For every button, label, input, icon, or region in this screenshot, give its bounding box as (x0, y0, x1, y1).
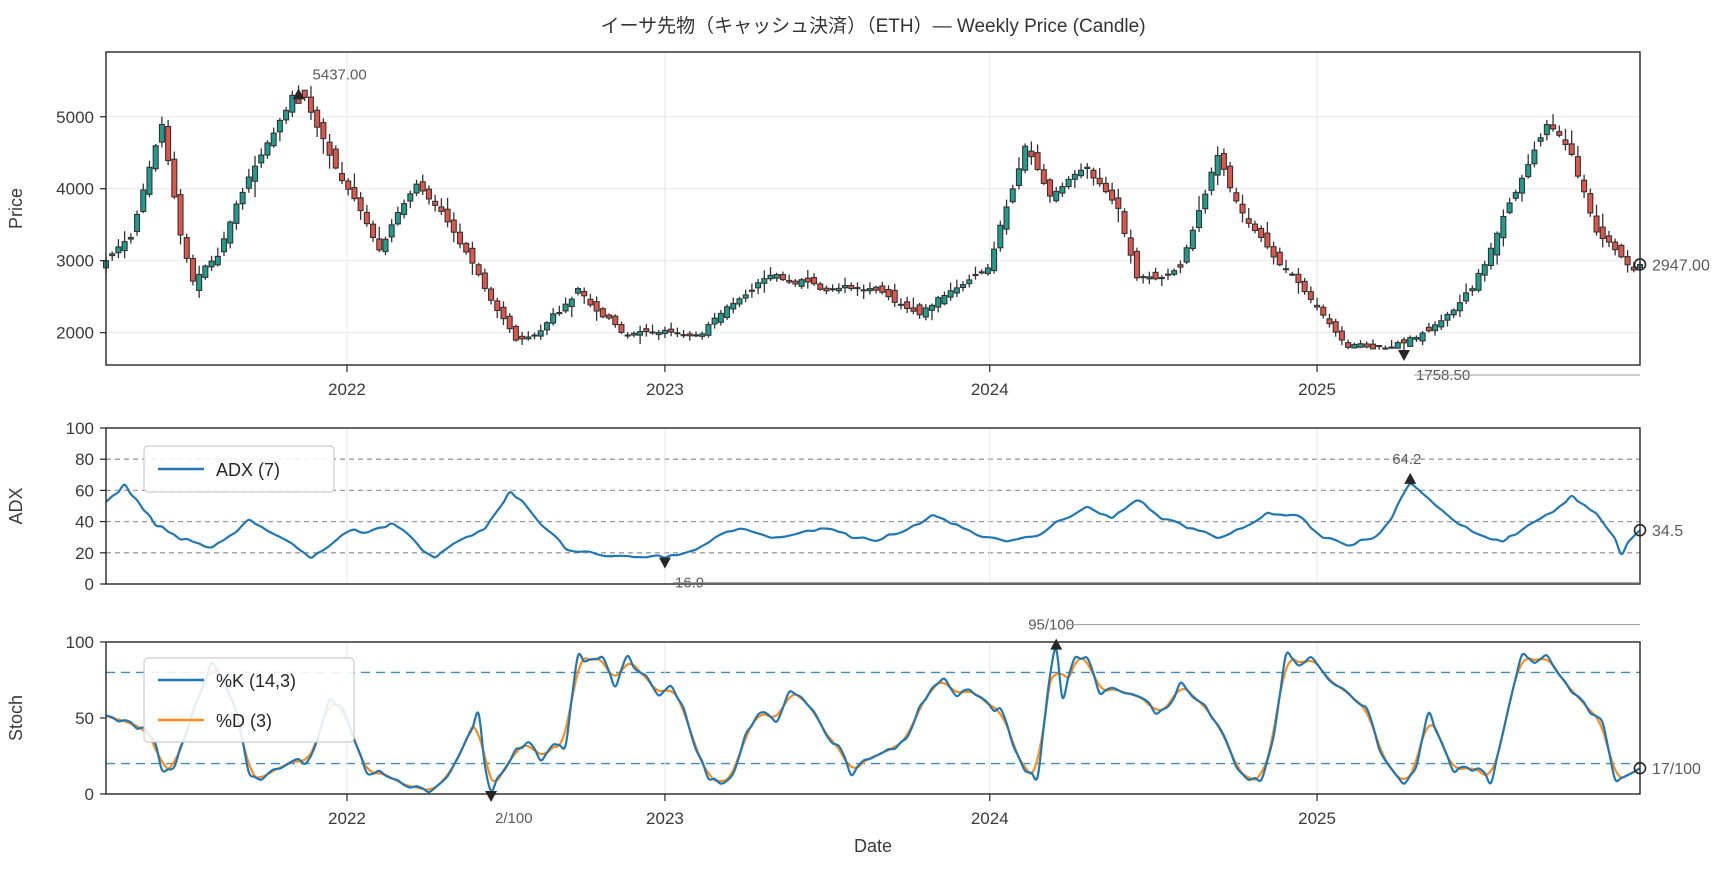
svg-text:40: 40 (75, 513, 94, 532)
svg-text:20: 20 (75, 544, 94, 563)
svg-text:17/100: 17/100 (1652, 761, 1701, 778)
svg-text:Price: Price (6, 188, 26, 229)
svg-text:%D (3): %D (3) (216, 711, 272, 731)
svg-text:ADX: ADX (6, 487, 26, 524)
svg-text:80: 80 (75, 450, 94, 469)
svg-text:3000: 3000 (56, 252, 94, 271)
svg-text:2/100: 2/100 (495, 810, 533, 827)
svg-text:60: 60 (75, 481, 94, 500)
svg-text:50: 50 (75, 709, 94, 728)
svg-text:Date: Date (854, 836, 892, 856)
svg-text:5000: 5000 (56, 108, 94, 127)
svg-text:64.2: 64.2 (1392, 451, 1421, 468)
svg-text:4000: 4000 (56, 180, 94, 199)
svg-text:Stoch: Stoch (6, 695, 26, 741)
svg-text:2024: 2024 (971, 380, 1009, 399)
svg-text:2023: 2023 (646, 809, 684, 828)
svg-text:2947.00: 2947.00 (1652, 257, 1710, 274)
svg-text:34.5: 34.5 (1652, 523, 1683, 540)
svg-text:0: 0 (85, 785, 94, 804)
svg-text:100: 100 (66, 633, 94, 652)
svg-text:2025: 2025 (1298, 809, 1336, 828)
svg-text:5437.00: 5437.00 (313, 66, 367, 83)
svg-text:2022: 2022 (328, 809, 366, 828)
svg-text:ADX (7): ADX (7) (216, 460, 280, 480)
svg-text:%K (14,3): %K (14,3) (216, 671, 296, 691)
svg-text:2022: 2022 (328, 380, 366, 399)
svg-text:2024: 2024 (971, 809, 1009, 828)
svg-text:2023: 2023 (646, 380, 684, 399)
svg-text:100: 100 (66, 419, 94, 438)
svg-text:イーサ先物（キャッシュ決済）（ETH）— Weekly Pr: イーサ先物（キャッシュ決済）（ETH）— Weekly Price (Candl… (600, 15, 1145, 37)
svg-text:0: 0 (85, 575, 94, 594)
svg-text:2025: 2025 (1298, 380, 1336, 399)
svg-text:2000: 2000 (56, 324, 94, 343)
